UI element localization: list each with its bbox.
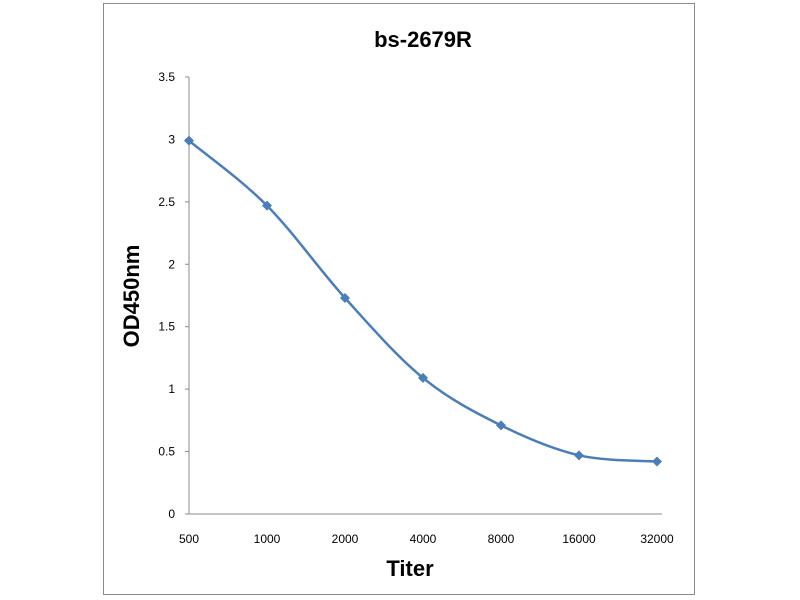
x-tick-group: 500 1000 2000 4000 8000 16000 32000 — [179, 532, 674, 546]
x-tick-label: 1000 — [254, 532, 281, 546]
data-point-marker — [574, 450, 584, 461]
data-point-marker — [262, 200, 272, 211]
x-tick-label: 4000 — [410, 532, 437, 546]
y-tick-label: 1 — [168, 382, 175, 396]
data-point-marker — [184, 135, 194, 146]
data-point-marker — [496, 420, 506, 431]
y-tick-label: 1.5 — [158, 320, 175, 334]
y-tick-label: 0.5 — [158, 445, 175, 459]
y-tick-label: 3.5 — [158, 70, 175, 84]
x-axis-title: Titer — [386, 556, 434, 581]
x-tick-label: 2000 — [332, 532, 359, 546]
y-tick-label: 3 — [168, 132, 175, 146]
data-point-marker — [418, 372, 428, 383]
x-tick-label: 16000 — [562, 532, 596, 546]
y-tick-label: 0 — [168, 507, 175, 521]
chart-title: bs-2679R — [374, 27, 472, 52]
x-tick-label: 8000 — [488, 532, 515, 546]
series-group — [184, 135, 662, 467]
data-point-marker — [340, 292, 350, 303]
chart-frame — [103, 3, 695, 595]
series-line — [188, 139, 658, 463]
data-point-marker — [652, 456, 662, 467]
y-tick-group: 0 0.5 1 1.5 2 2.5 3 3.5 — [158, 70, 189, 521]
x-tick-label: 32000 — [640, 532, 674, 546]
y-axis-title: OD450nm — [119, 245, 144, 348]
y-tick-label: 2.5 — [158, 195, 175, 209]
x-tick-label: 500 — [179, 532, 199, 546]
y-tick-label: 2 — [168, 257, 175, 271]
